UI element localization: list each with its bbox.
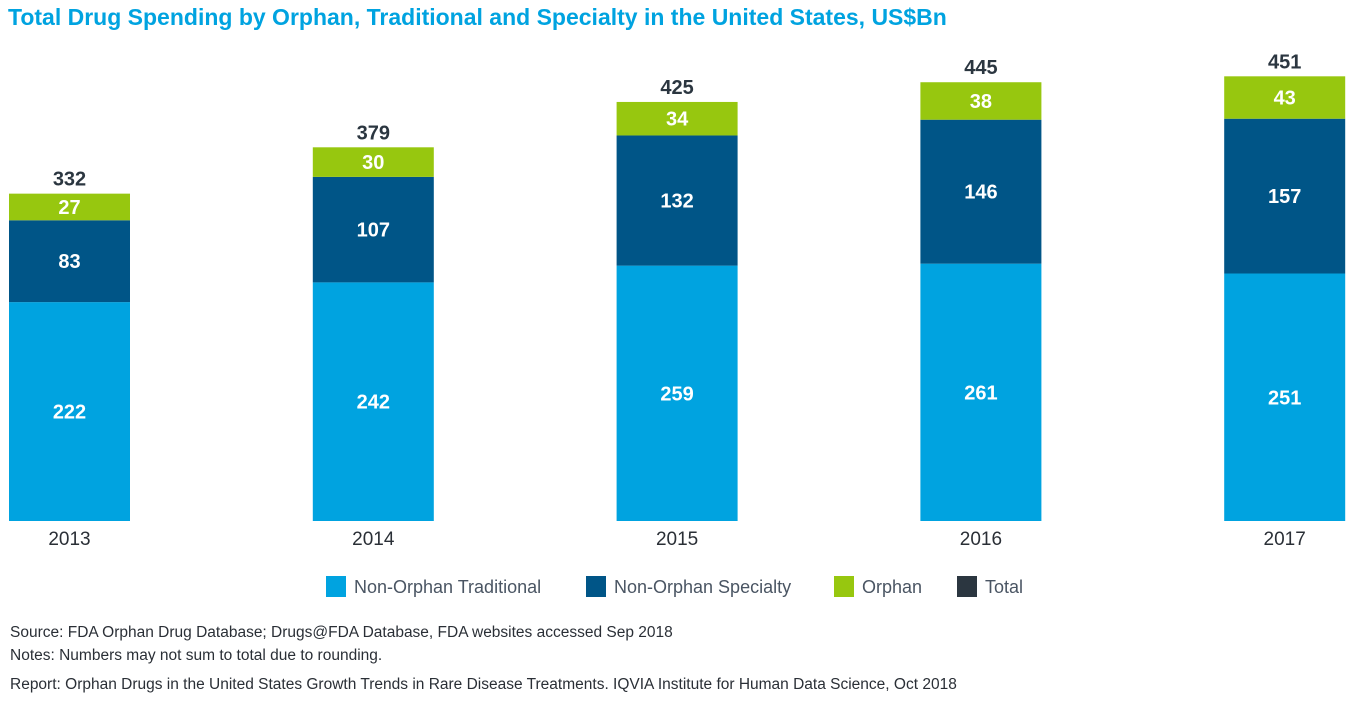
rounding-note: Notes: Numbers may not sum to total due …: [10, 647, 383, 664]
legend-swatch: [586, 576, 606, 597]
bar-segment-non-orphan-specialty: [1224, 118, 1346, 274]
data-label: 132: [660, 191, 693, 213]
x-tick-label: 2016: [960, 529, 1002, 550]
report-note: Report: Orphan Drugs in the United State…: [10, 676, 957, 693]
legend-label: Non-Orphan Specialty: [614, 577, 791, 597]
x-tick-label: 2017: [1264, 529, 1306, 550]
bar-segment-non-orphan-traditional: [9, 302, 130, 521]
data-label: 251: [1268, 387, 1301, 409]
total-label: 451: [1268, 51, 1301, 73]
chart-title: Total Drug Spending by Orphan, Tradition…: [8, 4, 947, 30]
bar-segment-orphan: [1224, 76, 1346, 119]
data-label: 43: [1274, 88, 1296, 110]
data-label: 222: [53, 402, 86, 424]
data-label: 259: [660, 383, 693, 405]
bar-segment-non-orphan-traditional: [312, 282, 434, 521]
legend-swatch: [326, 576, 346, 597]
data-label: 34: [666, 109, 689, 131]
x-tick-label: 2014: [352, 529, 395, 550]
source-note: Source: FDA Orphan Drug Database; Drugs@…: [10, 624, 673, 641]
bar-segment-orphan: [9, 193, 130, 221]
total-label: 332: [53, 169, 86, 191]
total-label: 445: [964, 57, 997, 79]
bar-segment-orphan: [616, 101, 738, 136]
x-tick-label: 2013: [48, 529, 90, 550]
total-label: 425: [660, 77, 693, 99]
total-label: 379: [357, 122, 390, 144]
data-label: 261: [964, 382, 997, 404]
legend-swatch: [957, 576, 977, 597]
bar-segment-non-orphan-traditional: [616, 265, 738, 521]
bar-segment-non-orphan-traditional: [920, 263, 1042, 521]
bar-segment-orphan: [920, 82, 1042, 120]
legend-swatch: [834, 576, 854, 597]
data-label: 27: [58, 197, 80, 219]
data-label: 107: [357, 220, 390, 242]
bar-segment-non-orphan-specialty: [312, 176, 434, 283]
bar-segment-non-orphan-specialty: [9, 220, 130, 303]
bar-segment-non-orphan-specialty: [920, 119, 1042, 264]
data-label: 83: [58, 251, 80, 273]
data-label: 30: [362, 152, 384, 174]
bar-segment-orphan: [312, 147, 434, 177]
data-label: 242: [357, 392, 390, 414]
data-label: 146: [964, 182, 997, 204]
bar-segment-non-orphan-traditional: [1224, 273, 1346, 521]
x-tick-label: 2015: [656, 529, 698, 550]
data-label: 38: [970, 91, 992, 113]
legend-label: Orphan: [862, 577, 922, 597]
bar-segment-non-orphan-specialty: [616, 135, 738, 266]
legend-label: Total: [985, 577, 1023, 597]
legend-label: Non-Orphan Traditional: [354, 577, 541, 597]
data-label: 157: [1268, 186, 1301, 208]
